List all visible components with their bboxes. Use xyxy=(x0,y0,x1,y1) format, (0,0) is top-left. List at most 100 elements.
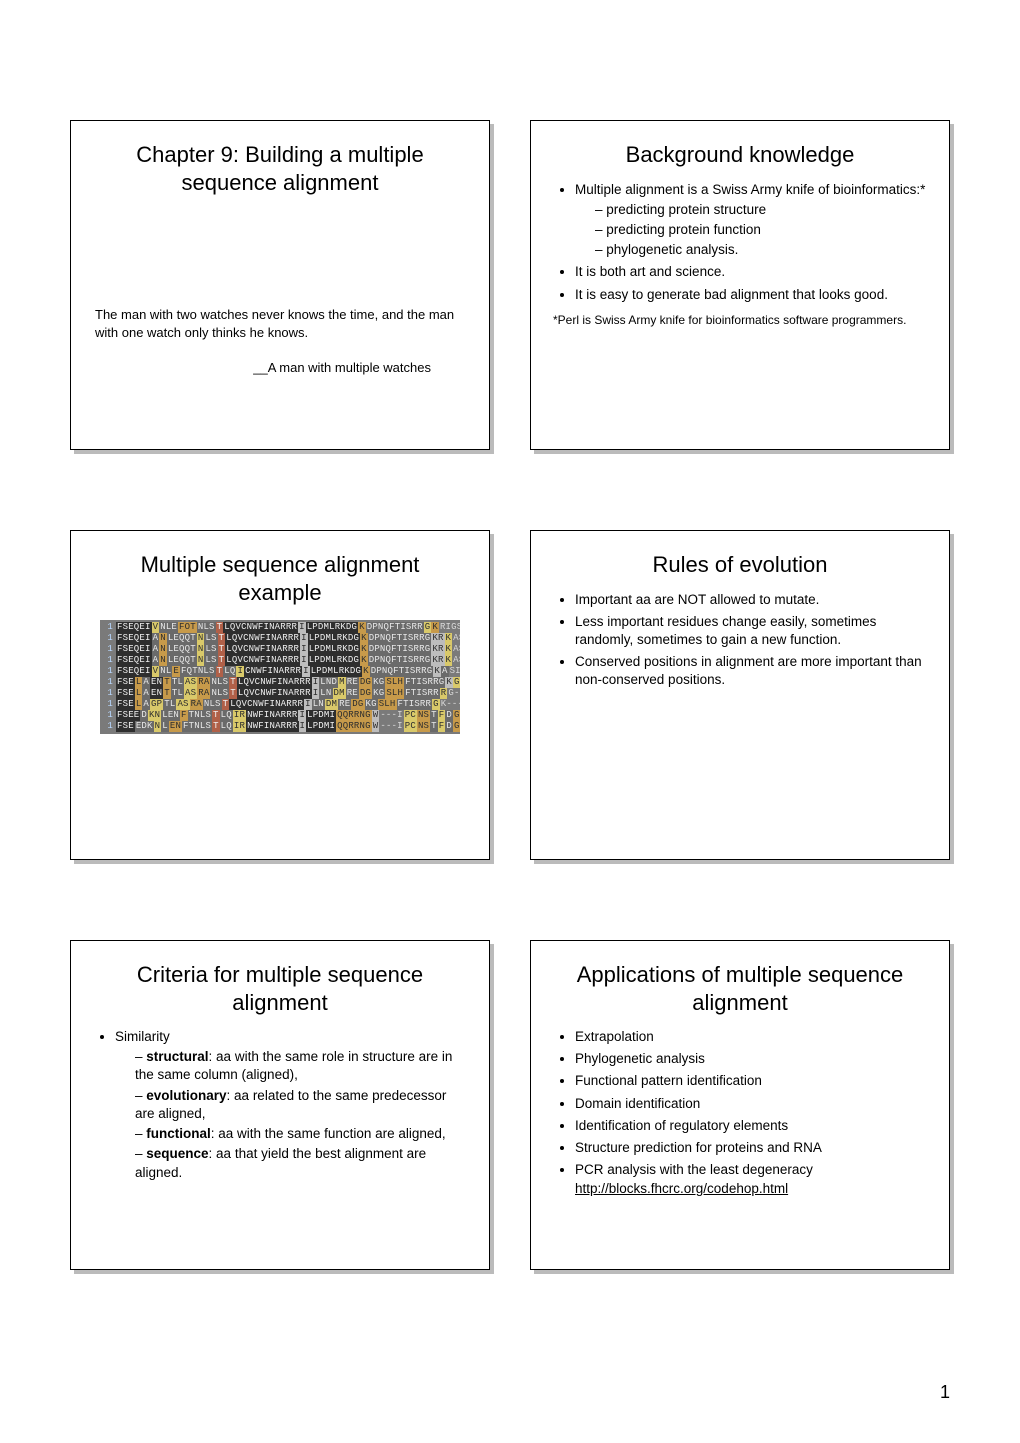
slide-1: Chapter 9: Building a multiple sequence … xyxy=(70,120,490,450)
seq-segment: PC xyxy=(404,710,417,721)
alignment-row: 1FSEQEIANLEQQTNLSTLQVCNWFINARRRILPDMLRKD… xyxy=(102,633,458,644)
seq-segment: FSEQEI xyxy=(116,655,152,666)
seq-segment: G xyxy=(453,721,460,732)
seq-segment: SI--- xyxy=(449,666,460,677)
seq-segment: NLS xyxy=(210,688,229,699)
seq-segment: KN xyxy=(148,710,161,721)
seq-segment: FTNLS xyxy=(182,721,212,732)
slide-grid: Chapter 9: Building a multiple sequence … xyxy=(70,120,950,1270)
seq-segment: T xyxy=(430,710,438,721)
seq-segment: T xyxy=(218,655,226,666)
seq-segment: RA xyxy=(197,677,210,688)
bullet-item: Similarity structural: aa with the same … xyxy=(115,1028,467,1182)
slide-4: Rules of evolution Important aa are NOT … xyxy=(530,530,950,860)
seq-segment: G----- xyxy=(447,688,460,699)
seq-segment: EN xyxy=(169,721,182,732)
seq-segment: RIGSM xyxy=(439,622,460,633)
seq-segment: W xyxy=(372,710,380,721)
slide-body: Multiple alignment is a Swiss Army knife… xyxy=(553,181,927,329)
bold-term: functional xyxy=(146,1126,211,1141)
codehop-link[interactable]: http://blocks.fhcrc.org/codehop.html xyxy=(575,1181,788,1196)
seq-segment: R xyxy=(440,688,448,699)
row-number: 1 xyxy=(102,633,116,644)
seq-segment: KR xyxy=(431,644,444,655)
seq-segment: LS xyxy=(204,655,217,666)
seq-segment: DG xyxy=(359,677,372,688)
seq-segment: W xyxy=(372,721,380,732)
sub-bullet: evolutionary: aa related to the same pre… xyxy=(135,1087,467,1123)
slide-body: Important aa are NOT allowed to mutate. … xyxy=(553,591,927,690)
seq-segment: LQVCNWFINARRR xyxy=(229,699,304,710)
seq-segment: NS xyxy=(417,721,430,732)
seq-segment: T xyxy=(163,677,171,688)
seq-segment: I xyxy=(300,655,308,666)
bullet-item: It is easy to generate bad alignment tha… xyxy=(575,286,927,304)
slide-title: Multiple sequence alignment example xyxy=(93,551,467,606)
bold-term: evolutionary xyxy=(146,1088,226,1103)
seq-segment: TL xyxy=(171,677,184,688)
seq-segment: K------ xyxy=(440,699,460,710)
sub-bullet: predicting protein structure xyxy=(595,201,927,219)
seq-segment: ASS xyxy=(452,644,460,655)
seq-segment: DPNQFTISRRG xyxy=(368,633,432,644)
bullet-item: Domain identification xyxy=(575,1095,927,1113)
seq-segment: T xyxy=(430,721,438,732)
seq-segment: I xyxy=(312,688,320,699)
seq-segment: LEN xyxy=(161,710,180,721)
seq-segment: LN xyxy=(312,699,325,710)
seq-segment: KG xyxy=(372,677,385,688)
seq-segment: IR xyxy=(233,721,246,732)
seq-segment: K xyxy=(360,644,368,655)
bullet-item: Multiple alignment is a Swiss Army knife… xyxy=(575,181,927,260)
seq-segment: LPDMLRKDG xyxy=(308,655,360,666)
seq-segment: DPNQFTISRRG xyxy=(368,644,432,655)
alignment-row: 1FSELAENTTLASRANLSTLQVCNWFINARRRILNDMRED… xyxy=(102,677,458,688)
bullet-item: PCR analysis with the least degeneracy h… xyxy=(575,1161,927,1197)
slide-2: Background knowledge Multiple alignment … xyxy=(530,120,950,450)
seq-segment: L xyxy=(135,699,143,710)
seq-segment: ASS xyxy=(452,655,460,666)
seq-segment: FTISRRG xyxy=(404,677,445,688)
seq-segment: QQRRNG xyxy=(336,710,372,721)
seq-segment: LPDMI xyxy=(306,721,336,732)
seq-segment: FSE xyxy=(116,688,135,699)
alignment-row: 1FSEEDKNLENFTNLSTLQIRNWFINARRRILPDMIQQRR… xyxy=(102,721,458,732)
seq-segment: A xyxy=(152,644,160,655)
seq-segment: LQ xyxy=(220,721,233,732)
seq-segment: I xyxy=(312,677,320,688)
seq-segment: FSEQEI xyxy=(116,666,152,677)
bullet-item: It is both art and science. xyxy=(575,263,927,281)
row-number: 1 xyxy=(102,688,116,699)
seq-segment: EN xyxy=(150,677,163,688)
seq-segment: AS xyxy=(184,677,197,688)
seq-segment: LQVCNWFINARRR xyxy=(225,644,300,655)
row-number: 1 xyxy=(102,622,116,633)
row-number: 1 xyxy=(102,710,116,721)
seq-segment: T xyxy=(229,677,237,688)
seq-segment: K xyxy=(433,666,441,677)
seq-segment: DPNQFTISRR xyxy=(366,622,424,633)
seq-segment: NLS xyxy=(210,677,229,688)
seq-segment: NLS xyxy=(197,622,216,633)
bullet-item: Less important residues change easily, s… xyxy=(575,613,927,649)
seq-segment: T xyxy=(212,721,220,732)
seq-segment: G xyxy=(432,699,440,710)
seq-segment: A xyxy=(142,688,150,699)
seq-segment: E xyxy=(172,666,180,677)
seq-segment: T xyxy=(163,688,171,699)
quote-attribution: __A man with multiple watches xyxy=(93,359,467,377)
seq-segment: F xyxy=(438,721,446,732)
seq-segment: LS xyxy=(204,633,217,644)
footnote: *Perl is Swiss Army knife for bioinforma… xyxy=(553,312,927,328)
row-number: 1 xyxy=(102,699,116,710)
seq-segment: N xyxy=(197,644,205,655)
seq-segment: KR xyxy=(431,633,444,644)
seq-segment: SLH xyxy=(385,677,404,688)
seq-segment: NL xyxy=(159,666,172,677)
seq-segment: AS xyxy=(184,688,197,699)
sub-bullet: structural: aa with the same role in str… xyxy=(135,1048,467,1084)
seq-segment: LEQQT xyxy=(167,644,197,655)
row-number: 1 xyxy=(102,677,116,688)
seq-segment: LQ xyxy=(223,666,236,677)
slide-5: Criteria for multiple sequence alignment… xyxy=(70,940,490,1270)
